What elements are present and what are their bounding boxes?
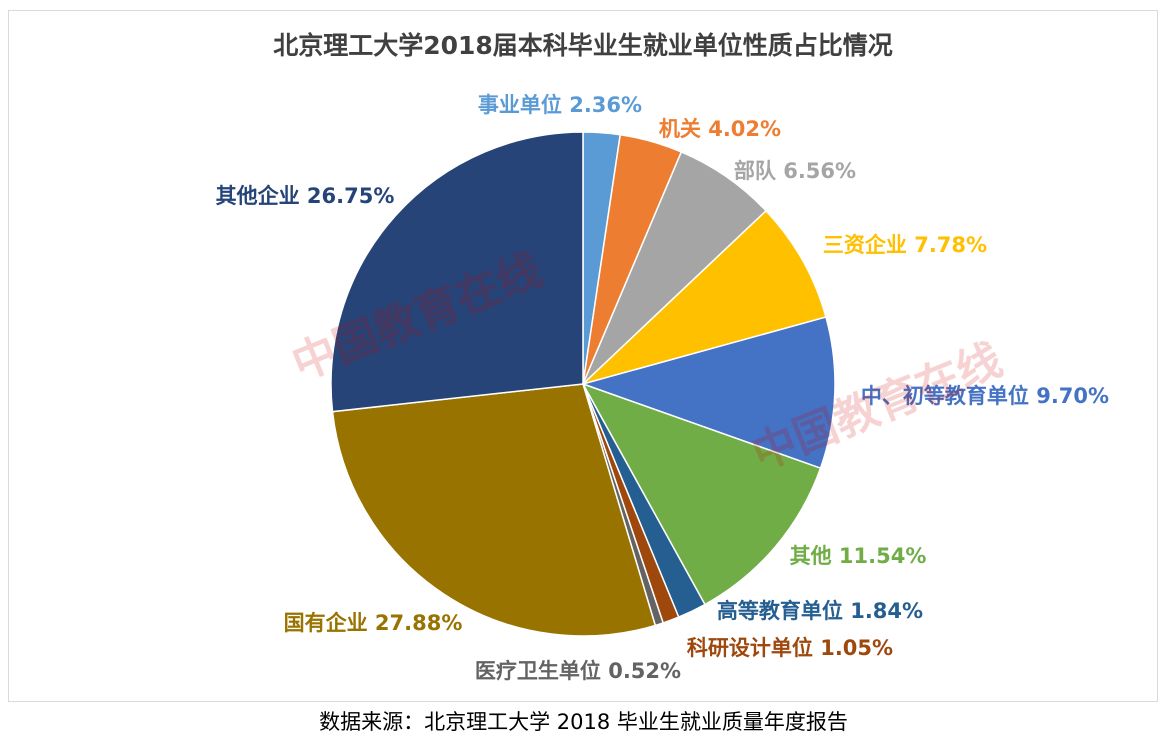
pie-slice-3: [582, 209, 827, 385]
slice-label-3: 三资企业 7.78%: [823, 233, 987, 257]
slice-label-0: 事业单位 2.36%: [478, 93, 642, 117]
chart-frame: [8, 10, 1158, 702]
pie-slice-5: [581, 382, 822, 606]
slice-label-8: 医疗卫生单位 0.52%: [475, 659, 681, 683]
slice-label-1: 机关 4.02%: [659, 117, 781, 141]
pie-slice-9: [331, 383, 657, 637]
pie-slice-10: [330, 131, 584, 413]
slice-label-6: 高等教育单位 1.84%: [717, 599, 923, 623]
slice-label-5: 其他 11.54%: [790, 544, 927, 568]
slice-label-9: 国有企业 27.88%: [284, 611, 463, 635]
slice-label-10: 其他企业 26.75%: [216, 184, 395, 208]
slice-label-2: 部队 6.56%: [734, 159, 856, 183]
slice-label-7: 科研设计单位 1.05%: [687, 636, 893, 660]
chart-title: 北京理工大学2018届本科毕业生就业单位性质占比情况: [273, 31, 893, 60]
slice-label-4: 中、初等教育单位 9.70%: [861, 384, 1109, 408]
pie-slice-4: [580, 316, 836, 470]
data-source-note: 数据来源：北京理工大学 2018 毕业生就业质量年度报告: [319, 710, 848, 734]
